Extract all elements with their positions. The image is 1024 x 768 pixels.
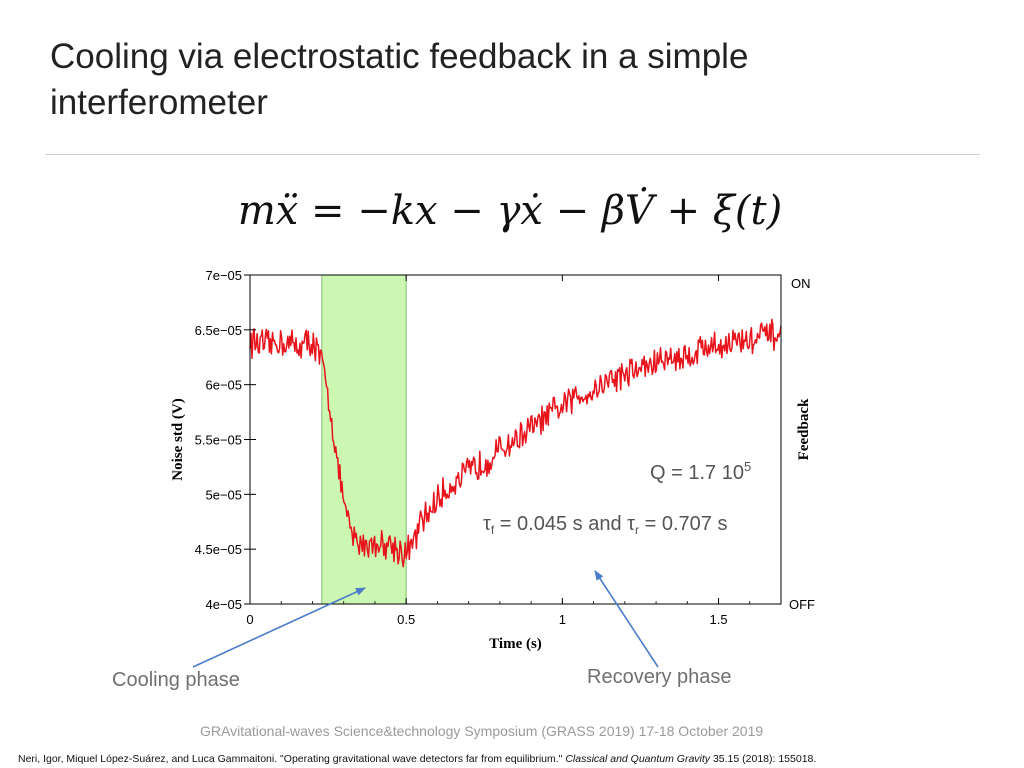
y-tick-label: 6.5e−05 bbox=[195, 323, 242, 338]
tau-r-symbol: τ bbox=[627, 513, 636, 535]
y-tick-label: 7e−05 bbox=[205, 268, 242, 283]
y-axis-label: Noise std (V) bbox=[170, 398, 186, 481]
citation-journal: Classical and Quantum Gravity bbox=[565, 753, 711, 765]
quality-factor-annotation: Q = 1.7 105 bbox=[650, 459, 751, 485]
y-tick-label: 4.5e−05 bbox=[195, 542, 242, 557]
secondary-axis-label: Feedback bbox=[796, 398, 812, 460]
citation-authors: Neri, Igor, Miquel López-Suárez, and Luc… bbox=[18, 753, 566, 765]
y-tick-label: 5.5e−05 bbox=[195, 433, 242, 448]
x-tick-label: 1.5 bbox=[709, 612, 727, 627]
tau-f-value: = 0.045 s and bbox=[494, 513, 628, 535]
noise-vs-time-chart: 0 0.5 1 1.5 4e−05 4.5e−05 5e−05 5.5e−05 6e−05 6.5… bbox=[170, 268, 815, 652]
langevin-equation: mẍ = −kx − γẋ − βV̇ + ξ(t) bbox=[237, 188, 783, 234]
time-constants-annotation: τf = 0.045 s and τr = 0.707 s bbox=[483, 513, 727, 537]
citation-details: 35.15 (2018): 155018. bbox=[710, 753, 817, 765]
tau-f-symbol: τ bbox=[483, 513, 491, 535]
conference-footer: GRAvitational-waves Science&technology S… bbox=[200, 723, 764, 739]
x-axis-label: Time (s) bbox=[489, 636, 542, 652]
quality-factor-exponent: 5 bbox=[743, 459, 752, 474]
x-tick-label: 0.5 bbox=[397, 612, 415, 627]
x-tick-label: 0 bbox=[246, 612, 253, 627]
y-tick-label: 4e−05 bbox=[205, 597, 242, 612]
cooling-phase-label: Cooling phase bbox=[112, 669, 240, 691]
tau-r-subscript: r bbox=[635, 523, 640, 537]
x-tick-label: 1 bbox=[559, 612, 566, 627]
tau-r-value: = 0.707 s bbox=[639, 513, 728, 535]
feedback-off-label: OFF bbox=[789, 597, 815, 612]
feedback-on-label: ON bbox=[791, 276, 811, 291]
recovery-phase-label: Recovery phase bbox=[587, 666, 732, 688]
y-tick-label: 6e−05 bbox=[205, 378, 242, 393]
title-divider bbox=[45, 154, 980, 155]
tau-f-subscript: f bbox=[490, 523, 495, 537]
quality-factor-text: Q = 1.7 10 bbox=[650, 462, 744, 484]
citation: Neri, Igor, Miquel López-Suárez, and Luc… bbox=[18, 753, 816, 765]
noise-std-trace bbox=[249, 318, 782, 568]
y-tick-label: 5e−05 bbox=[205, 487, 242, 502]
slide-title: Cooling via electrostatic feedback in a … bbox=[50, 37, 749, 122]
